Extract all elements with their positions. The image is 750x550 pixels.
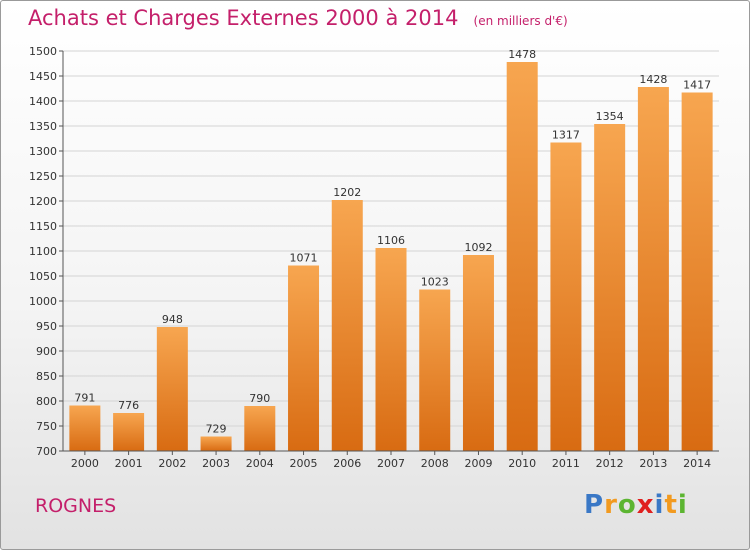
y-tick-label: 1350	[29, 120, 57, 133]
bar-2010	[506, 62, 538, 451]
y-tick-label: 750	[36, 420, 57, 433]
bar-2008	[419, 289, 451, 451]
bar-value-label: 1317	[552, 129, 580, 142]
x-tick-label: 2001	[115, 457, 143, 470]
bar-value-label: 1092	[464, 241, 492, 254]
y-tick-label: 850	[36, 370, 57, 383]
bar-2011	[550, 142, 582, 451]
x-tick-label: 2002	[158, 457, 186, 470]
x-tick-label: 2014	[683, 457, 711, 470]
bar-value-label: 1428	[639, 73, 667, 86]
y-tick-label: 1250	[29, 170, 57, 183]
x-axis-ticks: 2000 2001 2002 2003 2004 2005 2006 2007 2008 2009…	[71, 451, 711, 470]
title-unit: (en milliers d'€)	[473, 14, 568, 28]
bar-2004	[244, 406, 276, 451]
y-tick-label: 900	[36, 345, 57, 358]
y-tick-label: 800	[36, 395, 57, 408]
bar-value-label: 1354	[596, 110, 624, 123]
x-tick-label: 2006	[333, 457, 361, 470]
x-tick-label: 2000	[71, 457, 99, 470]
axes	[62, 51, 719, 452]
bar-value-label: 1478	[508, 48, 536, 61]
y-tick-label: 1400	[29, 95, 57, 108]
bar-value-label: 948	[162, 313, 183, 326]
y-tick-label: 1000	[29, 295, 57, 308]
y-tick-label: 1450	[29, 70, 57, 83]
bar-2000	[69, 405, 101, 451]
bar-2013	[637, 87, 669, 451]
bar-2003	[200, 436, 232, 451]
y-tick-label: 1300	[29, 145, 57, 158]
x-tick-label: 2004	[246, 457, 274, 470]
x-tick-label: 2010	[508, 457, 536, 470]
bar-2007	[375, 248, 407, 451]
logo-letter: o	[617, 490, 637, 520]
bar-value-label: 1417	[683, 79, 711, 92]
y-axis-ticks: 700 750 800 850 900 950 1000 1050 1100 1150 1200 12…	[29, 45, 63, 458]
x-tick-label: 2013	[639, 457, 667, 470]
y-tick-label: 700	[36, 445, 57, 458]
logo-letter: t	[664, 490, 678, 520]
bar-value-label: 1106	[377, 234, 405, 247]
x-tick-label: 2009	[464, 457, 492, 470]
chart-title: Achats et Charges Externes 2000 à 2014 (…	[28, 6, 568, 30]
x-tick-label: 2007	[377, 457, 405, 470]
logo-letter: P	[584, 490, 605, 520]
logo-letter: r	[604, 490, 618, 520]
bar-2005	[288, 265, 320, 451]
x-tick-label: 2011	[552, 457, 580, 470]
bar-value-label: 791	[74, 392, 95, 405]
y-tick-label: 1200	[29, 195, 57, 208]
y-tick-label: 1100	[29, 245, 57, 258]
logo-letter: x	[636, 490, 655, 520]
bar-2009	[462, 255, 494, 451]
x-tick-label: 2012	[596, 457, 624, 470]
bar-2001	[113, 413, 145, 451]
bar-2014	[681, 92, 713, 451]
y-tick-label: 1500	[29, 45, 57, 58]
x-tick-label: 2005	[290, 457, 318, 470]
bar-2006	[331, 200, 363, 451]
x-tick-label: 2003	[202, 457, 230, 470]
bar-value-label: 790	[249, 392, 270, 405]
y-tick-label: 1150	[29, 220, 57, 233]
city-name: ROGNES	[35, 495, 117, 517]
logo-letter: i	[677, 490, 688, 520]
bars: 791 776 948 729 790 1071 1202 1106 1023 1092 1478 1…	[69, 48, 713, 451]
bar-value-label: 1202	[333, 186, 361, 199]
bar-value-label: 1023	[421, 276, 449, 289]
bar-2002	[156, 327, 188, 451]
bar-value-label: 1071	[290, 252, 318, 265]
title-main: Achats et Charges Externes 2000 à 2014	[28, 6, 459, 30]
logo-letter: i	[654, 490, 665, 520]
bar-value-label: 729	[206, 423, 227, 436]
y-tick-label: 950	[36, 320, 57, 333]
proxiti-logo[interactable]: Proxiti	[584, 490, 688, 520]
bar-2012	[594, 124, 626, 451]
x-tick-label: 2008	[421, 457, 449, 470]
y-tick-label: 1050	[29, 270, 57, 283]
bar-value-label: 776	[118, 399, 139, 412]
